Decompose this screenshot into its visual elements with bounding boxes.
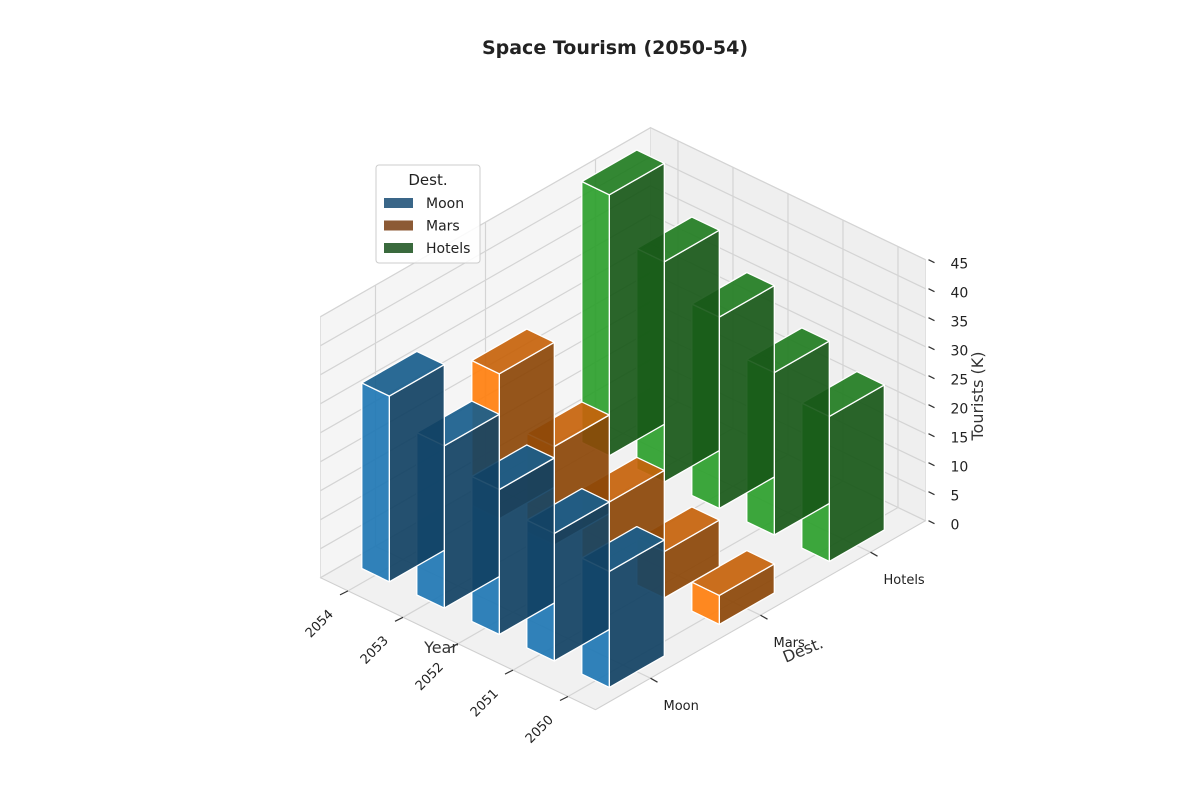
z-tick xyxy=(928,433,935,438)
z-tick-label: 40 xyxy=(951,286,969,302)
z-tick-label: 25 xyxy=(951,373,969,389)
x-tick-label: 2050 xyxy=(523,713,557,747)
x-tick-label: 2053 xyxy=(358,634,392,668)
x-tick xyxy=(339,590,349,596)
z-tick-label: 0 xyxy=(951,518,960,534)
z-tick-label: 5 xyxy=(951,489,960,505)
bar-front xyxy=(361,382,390,583)
z-tick xyxy=(928,288,935,293)
bar-top xyxy=(691,549,775,597)
legend-label-mars: Mars xyxy=(426,219,460,235)
y-tick xyxy=(650,677,658,683)
y-tick xyxy=(760,614,768,620)
legend-frame xyxy=(375,164,481,264)
x-tick-label: 2052 xyxy=(413,660,447,694)
bar-side xyxy=(663,229,720,483)
chart-title: Space Tourism (2050-54) xyxy=(482,37,748,59)
z-tick-label: 35 xyxy=(951,315,969,331)
bar-hotels-2054 xyxy=(581,149,665,457)
bar-side xyxy=(718,284,775,510)
x-tick-label: 2051 xyxy=(468,686,502,720)
x-tick xyxy=(559,695,569,702)
x-tick xyxy=(504,669,514,675)
z-tick xyxy=(928,346,935,351)
legend-swatch-moon xyxy=(384,198,413,208)
bar-side xyxy=(608,162,665,457)
x-tick xyxy=(449,643,459,649)
bars xyxy=(361,149,885,689)
z-tick xyxy=(928,317,935,322)
z-tick xyxy=(928,520,935,525)
z-axis-label: Tourists (K) xyxy=(968,351,987,441)
legend-label-moon: Moon xyxy=(426,196,464,212)
x-tick xyxy=(394,616,404,622)
bar-mars-2050 xyxy=(691,549,775,626)
y-tick-label: Mars xyxy=(774,636,806,651)
z-tick xyxy=(928,259,935,264)
x-axis-label: Year xyxy=(423,638,458,657)
z-tick xyxy=(928,462,935,467)
legend-swatch-hotels xyxy=(384,243,413,253)
bar-side xyxy=(443,413,500,609)
legend-label-hotels: Hotels xyxy=(426,241,470,257)
z-tick-label: 45 xyxy=(951,257,969,273)
bar-moon-2054 xyxy=(361,350,445,583)
legend-title: Dest. xyxy=(408,171,447,189)
z-tick xyxy=(928,375,935,380)
bar-top xyxy=(581,149,665,196)
bar-side xyxy=(388,363,445,583)
legend-swatch-mars xyxy=(384,220,413,231)
bar-side xyxy=(773,340,830,536)
z-tick-label: 15 xyxy=(951,431,969,447)
z-tick-label: 30 xyxy=(951,344,969,360)
z-tick-label: 20 xyxy=(951,402,969,418)
x-gridline xyxy=(567,246,899,698)
z-tick-label: 10 xyxy=(951,460,969,476)
bar-top xyxy=(361,350,445,397)
legend: Dest. Moon Mars Hotels xyxy=(375,164,481,264)
x-tick-label: 2054 xyxy=(303,607,337,641)
y-tick-label: Moon xyxy=(664,699,699,714)
bar-top xyxy=(471,328,555,375)
z-tick xyxy=(928,491,935,496)
y-tick xyxy=(870,551,878,557)
y-tick-label: Hotels xyxy=(884,573,925,588)
z-tick xyxy=(928,404,935,409)
